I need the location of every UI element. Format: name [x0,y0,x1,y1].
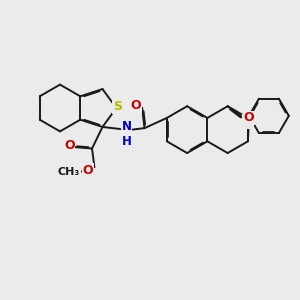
Text: O: O [64,139,74,152]
Text: S: S [113,100,122,113]
Text: O: O [131,99,141,112]
Text: O: O [242,115,253,128]
Text: O: O [244,111,254,124]
Text: N
H: N H [122,119,131,148]
Text: O: O [82,164,93,177]
Text: CH₃: CH₃ [58,167,80,177]
